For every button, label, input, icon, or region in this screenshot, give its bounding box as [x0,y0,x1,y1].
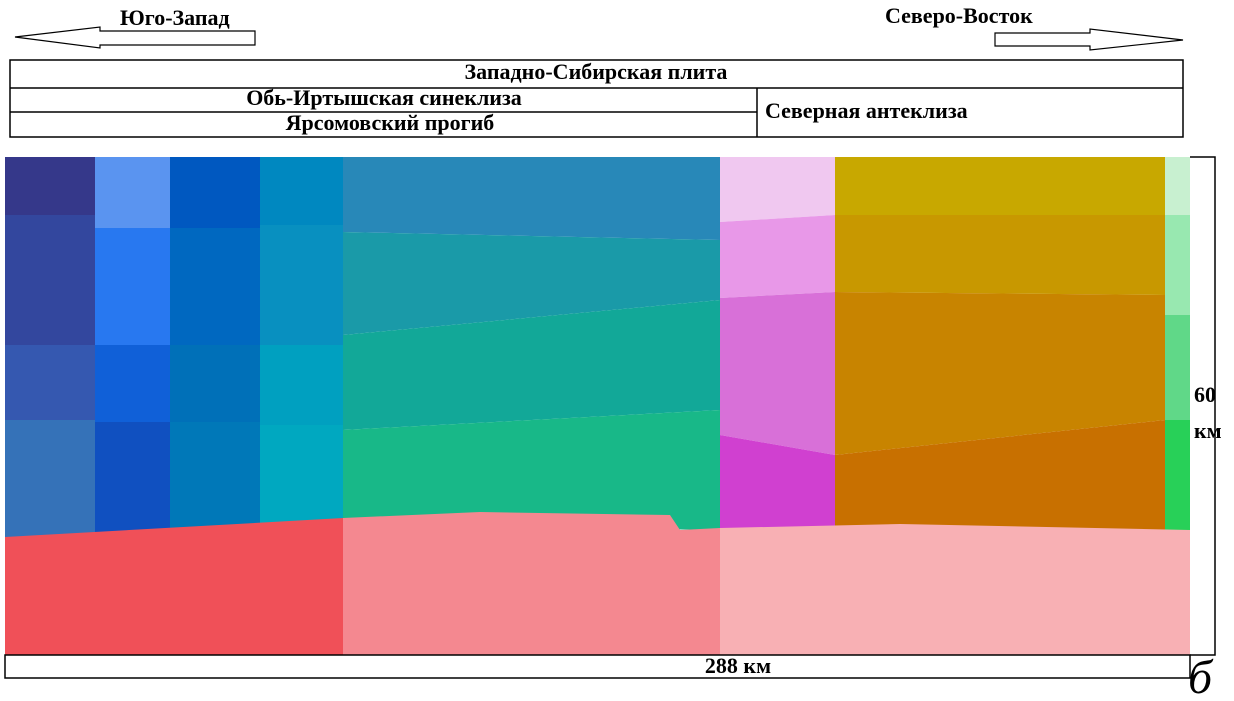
block [5,518,343,655]
direction-right: Северо-Восток [885,3,1033,28]
block [720,524,1190,655]
length-bar [4,654,1191,679]
block [835,215,1165,295]
block [835,420,1165,530]
block [343,512,720,655]
block [343,300,720,430]
block [5,215,95,345]
block [1165,157,1190,215]
block [1165,315,1190,420]
block [720,292,835,455]
block [720,157,835,222]
block [343,157,720,240]
arrow-right [994,28,1184,51]
header-table [9,59,1184,138]
block [720,215,835,298]
block [260,425,343,530]
table-border [9,59,1184,138]
block [835,292,1165,455]
length-label: 288 км [705,653,771,678]
depth-value: 60 [1194,382,1216,407]
panel-label: б [1188,651,1214,701]
block [95,345,170,422]
block [1165,420,1190,532]
trough-label: Ярсомовский прогиб [286,110,495,135]
block [170,228,260,345]
depth-bracket [1190,156,1216,656]
block [343,410,720,530]
arrow-left [14,26,256,49]
block [260,225,343,345]
block [95,157,170,228]
block [1165,215,1190,315]
block [95,228,170,345]
direction-left: Юго-Запад [120,5,230,30]
block [5,157,95,215]
anteclise-label: Северная антеклиза [765,98,968,123]
plate-label: Западно-Сибирская плита [465,59,728,84]
block [170,157,260,228]
section-blocks [5,157,1190,655]
block [260,345,343,425]
direction-arrows [14,26,1184,51]
depth-unit: км [1194,418,1222,443]
block [343,232,720,335]
block [835,157,1165,215]
syneclise-label: Обь-Иртышская синеклиза [246,85,522,110]
block [720,435,835,530]
block [95,422,170,537]
block [260,157,343,225]
block [170,345,260,422]
block [5,345,95,420]
block [170,422,260,534]
block [5,420,95,540]
